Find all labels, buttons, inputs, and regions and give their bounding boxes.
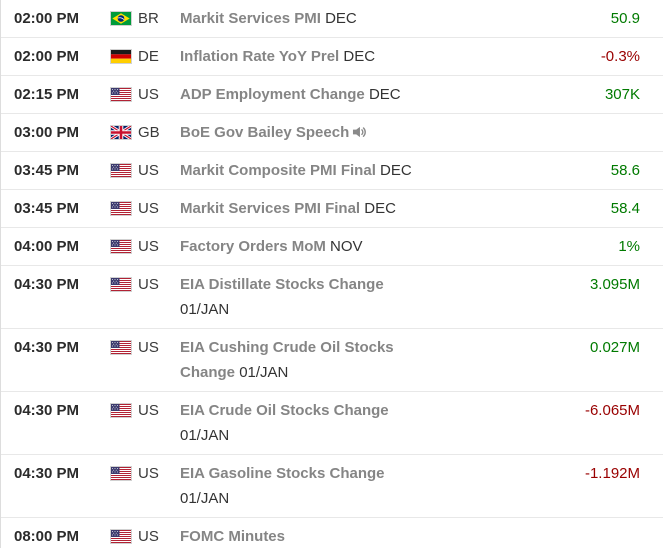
speaker-icon [352, 125, 367, 139]
event-actual-value: 58.6 [610, 162, 640, 179]
us-flag-icon [111, 467, 131, 480]
event-time: 04:30 PM [14, 402, 80, 419]
calendar-event-row[interactable]: 04:30 PM US EIA Cushing Crude Oil Stocks… [1, 329, 663, 392]
country-code: BR [138, 10, 159, 27]
country-code: US [138, 402, 159, 419]
country-code: US [138, 465, 159, 482]
event-actual-value: 50.9 [610, 10, 640, 27]
event-name[interactable]: Inflation Rate YoY Prel DEC [180, 48, 376, 65]
country-code: US [138, 162, 159, 179]
event-actual-value: -6.065M [584, 402, 640, 419]
event-name[interactable]: Factory Orders MoM NOV [180, 238, 363, 255]
event-country: US [111, 335, 180, 360]
calendar-event-row[interactable]: 03:45 PM US Markit Composite PMI Final D… [1, 152, 663, 190]
event-actual-value: 3.095M [589, 276, 640, 293]
country-code: US [138, 238, 159, 255]
calendar-event-row[interactable]: 02:00 PM DE Inflation Rate YoY Prel DEC … [1, 38, 663, 76]
event-name[interactable]: EIA Cushing Crude Oil Stocks Change 01/J… [180, 339, 394, 381]
event-actual-value: 1% [618, 238, 640, 255]
us-flag-icon [111, 278, 131, 291]
event-name[interactable]: EIA Gasoline Stocks Change 01/JAN [180, 465, 385, 507]
event-country: US [111, 82, 180, 107]
event-country: US [111, 461, 180, 486]
event-country: US [111, 272, 180, 297]
event-time: 02:00 PM [14, 48, 80, 65]
us-flag-icon [111, 88, 131, 101]
event-country: US [111, 524, 180, 548]
de-flag-icon [111, 50, 131, 63]
event-country: BR [111, 6, 180, 31]
event-country: US [111, 234, 180, 259]
event-time: 03:45 PM [14, 200, 80, 217]
event-time: 02:00 PM [14, 10, 80, 27]
event-name[interactable]: ADP Employment Change DEC [180, 86, 401, 103]
us-flag-icon [111, 202, 131, 215]
event-country: US [111, 398, 180, 423]
calendar-event-row[interactable]: 08:00 PM US FOMC Minutes [1, 518, 663, 548]
gb-flag-icon [111, 126, 131, 139]
event-time: 04:00 PM [14, 238, 80, 255]
event-name[interactable]: Markit Composite PMI Final DEC [180, 162, 412, 179]
event-time: 04:30 PM [14, 465, 80, 482]
event-actual-value: 0.027M [589, 339, 640, 356]
calendar-event-row[interactable]: 04:30 PM US EIA Crude Oil Stocks Change … [1, 392, 663, 455]
event-name[interactable]: BoE Gov Bailey Speech [180, 120, 425, 145]
calendar-event-row[interactable]: 03:00 PM GB BoE Gov Bailey Speech [1, 114, 663, 152]
br-flag-icon [111, 12, 131, 25]
event-time: 04:30 PM [14, 276, 80, 293]
event-actual-value: 307K [604, 86, 640, 103]
calendar-event-row[interactable]: 04:00 PM US Factory Orders MoM NOV 1% [1, 228, 663, 266]
us-flag-icon [111, 164, 131, 177]
event-name[interactable]: FOMC Minutes [180, 528, 285, 545]
event-actual-value: -0.3% [600, 48, 640, 65]
calendar-event-row[interactable]: 04:30 PM US EIA Distillate Stocks Change… [1, 266, 663, 329]
event-name[interactable]: Markit Services PMI Final DEC [180, 200, 396, 217]
calendar-event-row[interactable]: 02:15 PM US ADP Employment Change DEC 30… [1, 76, 663, 114]
event-time: 08:00 PM [14, 528, 80, 545]
country-code: US [138, 200, 159, 217]
event-actual-value: 58.4 [610, 200, 640, 217]
country-code: GB [138, 124, 160, 141]
us-flag-icon [111, 530, 131, 543]
calendar-event-row[interactable]: 02:00 PM BR Markit Services PMI DEC 50.9 [1, 0, 663, 38]
calendar-event-row[interactable]: 03:45 PM US Markit Services PMI Final DE… [1, 190, 663, 228]
country-code: US [138, 528, 159, 545]
event-country: US [111, 196, 180, 221]
country-code: US [138, 276, 159, 293]
calendar-event-row[interactable]: 04:30 PM US EIA Gasoline Stocks Change 0… [1, 455, 663, 518]
event-country: GB [111, 120, 180, 145]
event-time: 03:45 PM [14, 162, 80, 179]
event-time: 04:30 PM [14, 339, 80, 356]
event-country: US [111, 158, 180, 183]
event-name[interactable]: EIA Crude Oil Stocks Change 01/JAN [180, 402, 389, 444]
us-flag-icon [111, 341, 131, 354]
us-flag-icon [111, 404, 131, 417]
event-name[interactable]: EIA Distillate Stocks Change 01/JAN [180, 276, 384, 318]
country-code: DE [138, 48, 159, 65]
us-flag-icon [111, 240, 131, 253]
event-name[interactable]: Markit Services PMI DEC [180, 10, 357, 27]
event-country: DE [111, 44, 180, 69]
country-code: US [138, 339, 159, 356]
event-time: 02:15 PM [14, 86, 80, 103]
event-time: 03:00 PM [14, 124, 80, 141]
event-actual-value: -1.192M [584, 465, 640, 482]
country-code: US [138, 86, 159, 103]
